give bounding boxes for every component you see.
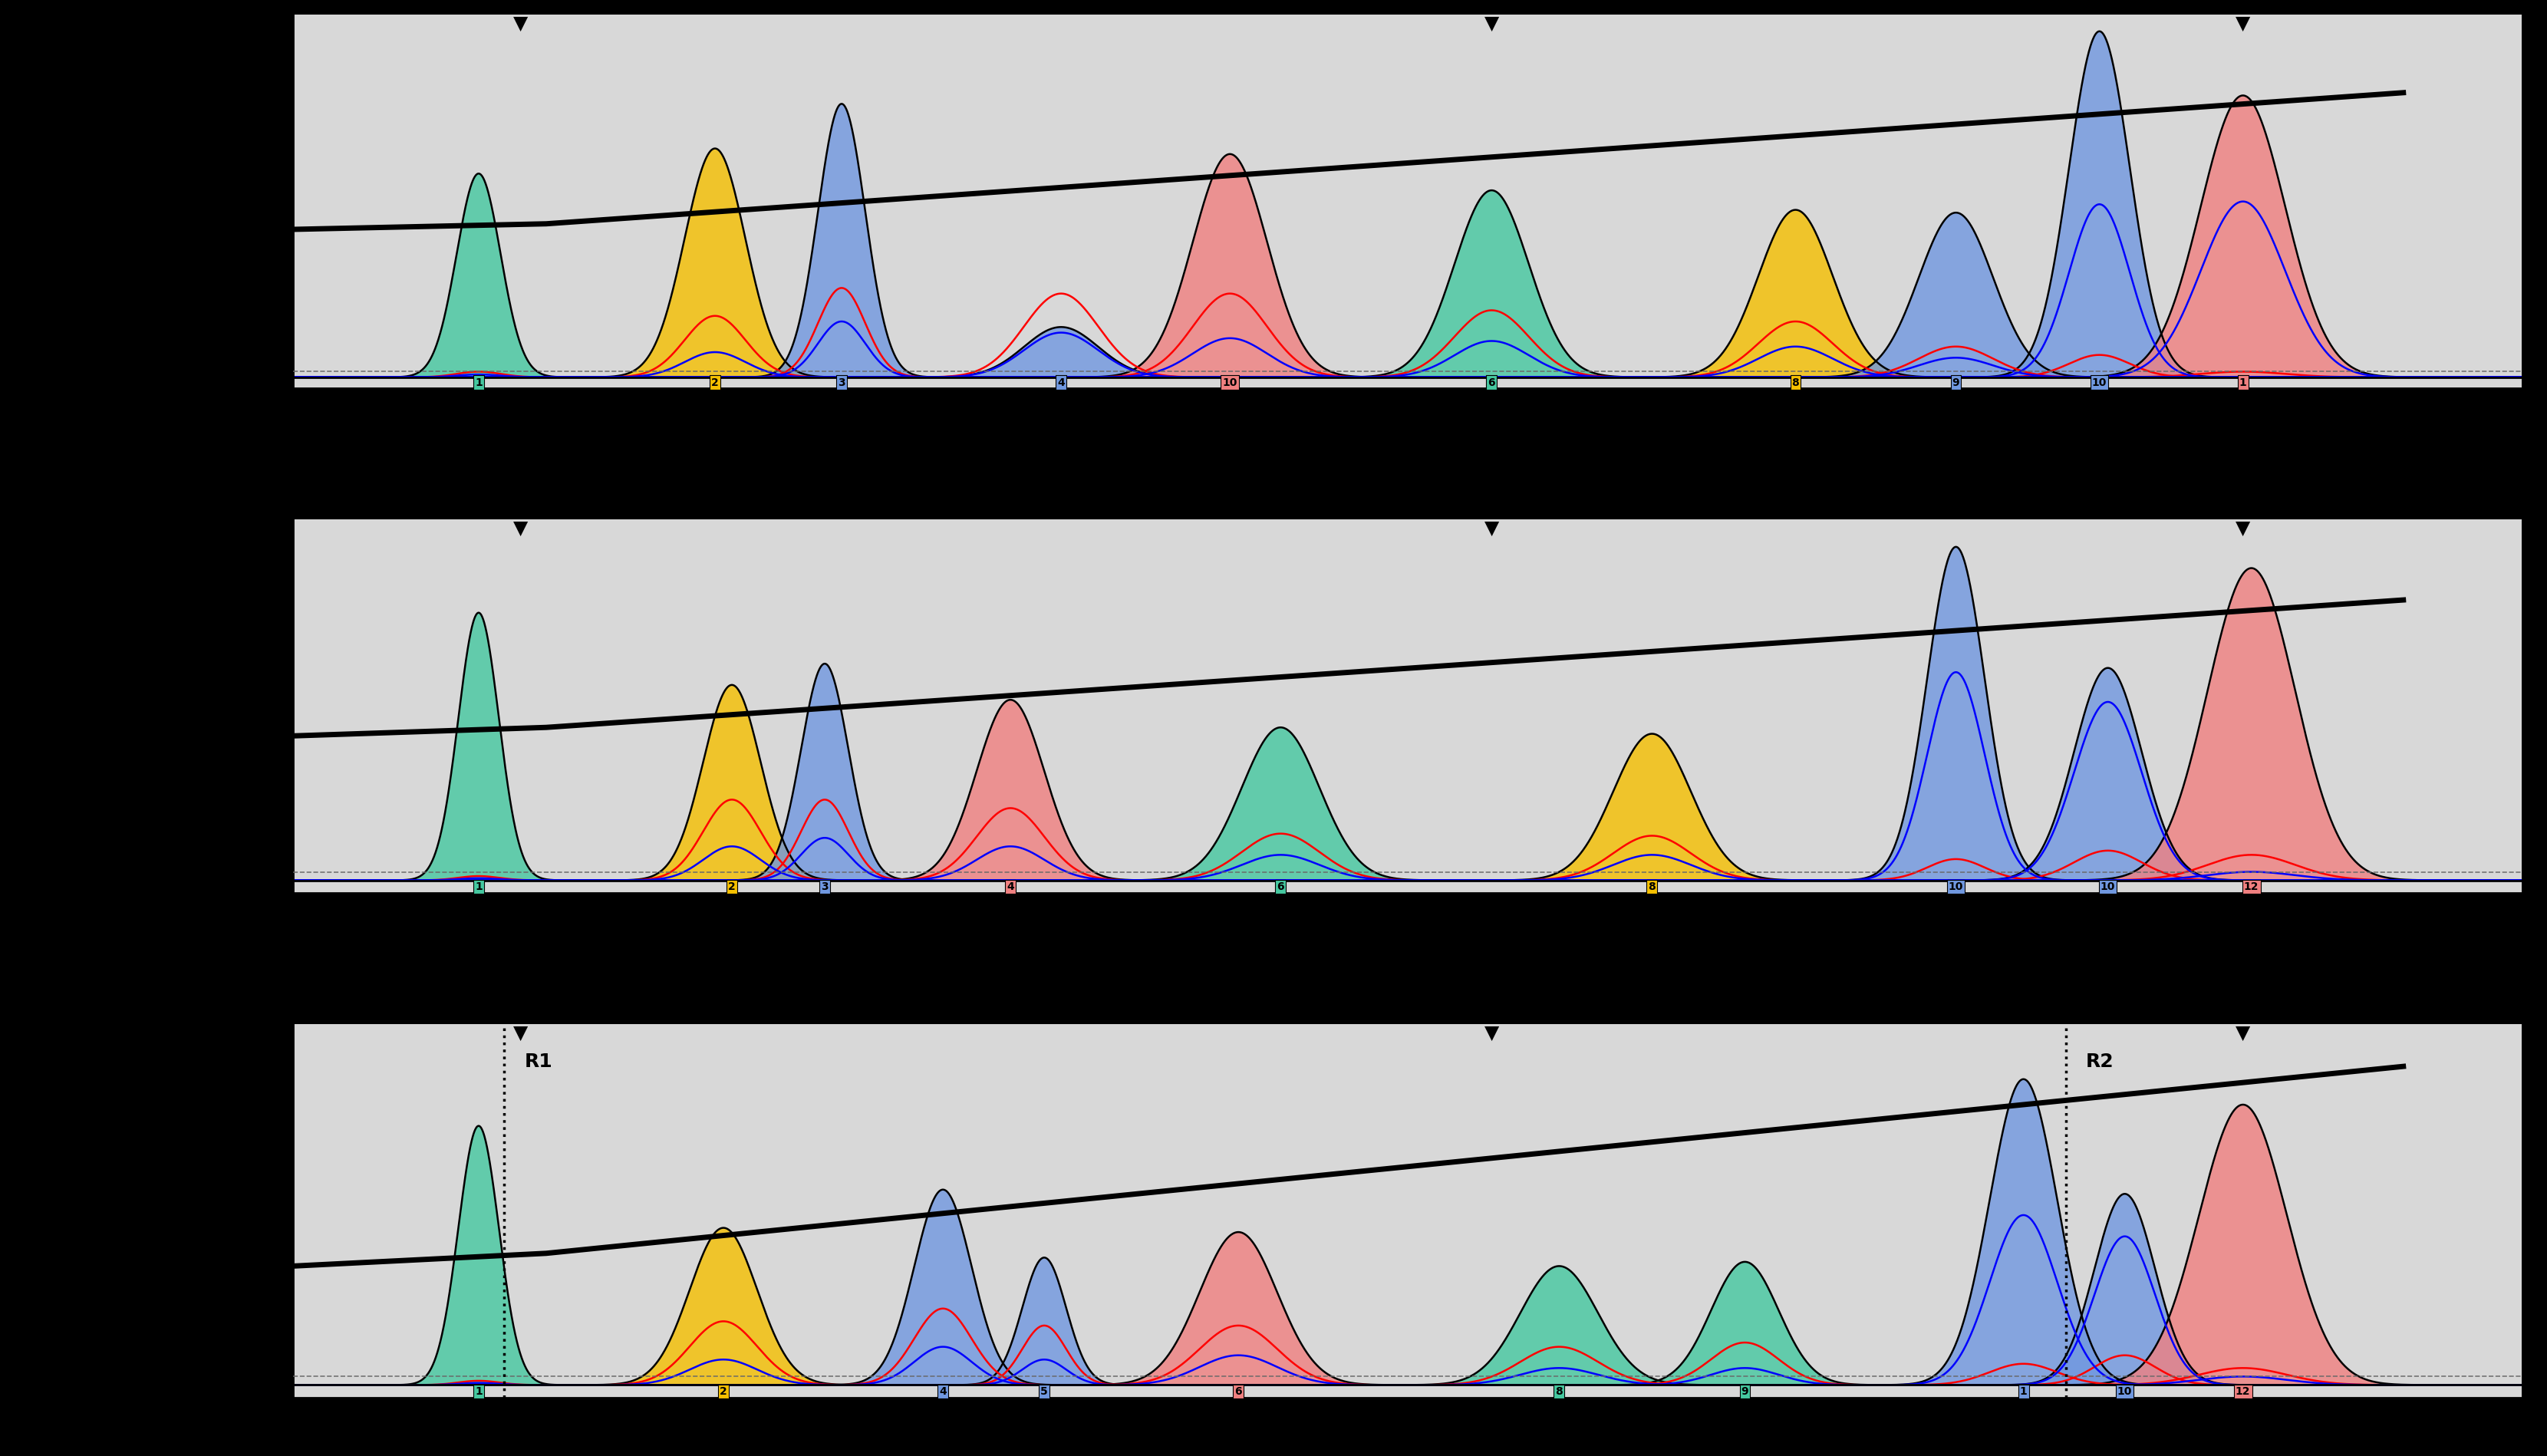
Text: 10: 10 [1419, 498, 1447, 520]
Text: 1: 1 [474, 377, 481, 387]
Y-axis label: mAU: mAU [196, 173, 216, 229]
Text: 1: 1 [453, 1002, 469, 1024]
Text: 5: 5 [1042, 1386, 1047, 1396]
Text: 8: 8 [1648, 881, 1656, 893]
Text: ▼: ▼ [514, 15, 527, 33]
Text: 12: 12 [2244, 881, 2259, 893]
Text: ▼: ▼ [1485, 1024, 1500, 1042]
Text: 1: 1 [474, 881, 481, 893]
Text: ▼: ▼ [1485, 15, 1500, 33]
Text: 1: 1 [2239, 377, 2246, 387]
Text: 2: 2 [721, 1386, 728, 1396]
Text: 4: 4 [1057, 377, 1065, 387]
Text: 2: 2 [2178, 1002, 2190, 1024]
Text: 6: 6 [1235, 1386, 1243, 1396]
Text: 2: 2 [2178, 498, 2190, 520]
Text: ▼: ▼ [514, 1024, 527, 1042]
Text: 10: 10 [2091, 377, 2106, 387]
Text: 3: 3 [820, 881, 828, 893]
Text: ▼: ▼ [514, 520, 527, 537]
Text: 1: 1 [453, 498, 469, 520]
Y-axis label: mAU: mAU [209, 1184, 229, 1239]
Text: ▼: ▼ [2236, 520, 2252, 537]
Text: 9: 9 [1951, 377, 1959, 387]
Text: R1: R1 [525, 1053, 553, 1072]
Text: 10: 10 [2101, 881, 2117, 893]
Text: 10: 10 [1223, 377, 1238, 387]
Text: 12: 12 [2236, 1386, 2252, 1396]
Text: ▼: ▼ [1485, 520, 1500, 537]
Text: ▼: ▼ [2236, 1024, 2252, 1042]
Text: 6: 6 [1487, 377, 1495, 387]
Text: 2: 2 [711, 377, 718, 387]
Text: 10: 10 [2117, 1386, 2132, 1396]
Text: R2: R2 [2086, 1053, 2114, 1072]
Text: 1: 1 [474, 1386, 481, 1396]
Text: 10: 10 [1948, 881, 1964, 893]
Y-axis label: mAU: mAU [209, 678, 229, 734]
Text: 10: 10 [1419, 0, 1447, 15]
Text: 8: 8 [1791, 377, 1798, 387]
Text: 2: 2 [728, 881, 736, 893]
Text: 3: 3 [838, 377, 846, 387]
Text: 2: 2 [2178, 0, 2190, 15]
Text: 9: 9 [1742, 1386, 1750, 1396]
Text: 1: 1 [2020, 1386, 2027, 1396]
Text: 4: 4 [940, 1386, 947, 1396]
Text: 4: 4 [1006, 881, 1014, 893]
Text: ▼: ▼ [2236, 15, 2252, 33]
Text: 10: 10 [1419, 1002, 1447, 1024]
Text: 6: 6 [1276, 881, 1284, 893]
Text: 1: 1 [453, 0, 469, 15]
Text: 8: 8 [1556, 1386, 1564, 1396]
